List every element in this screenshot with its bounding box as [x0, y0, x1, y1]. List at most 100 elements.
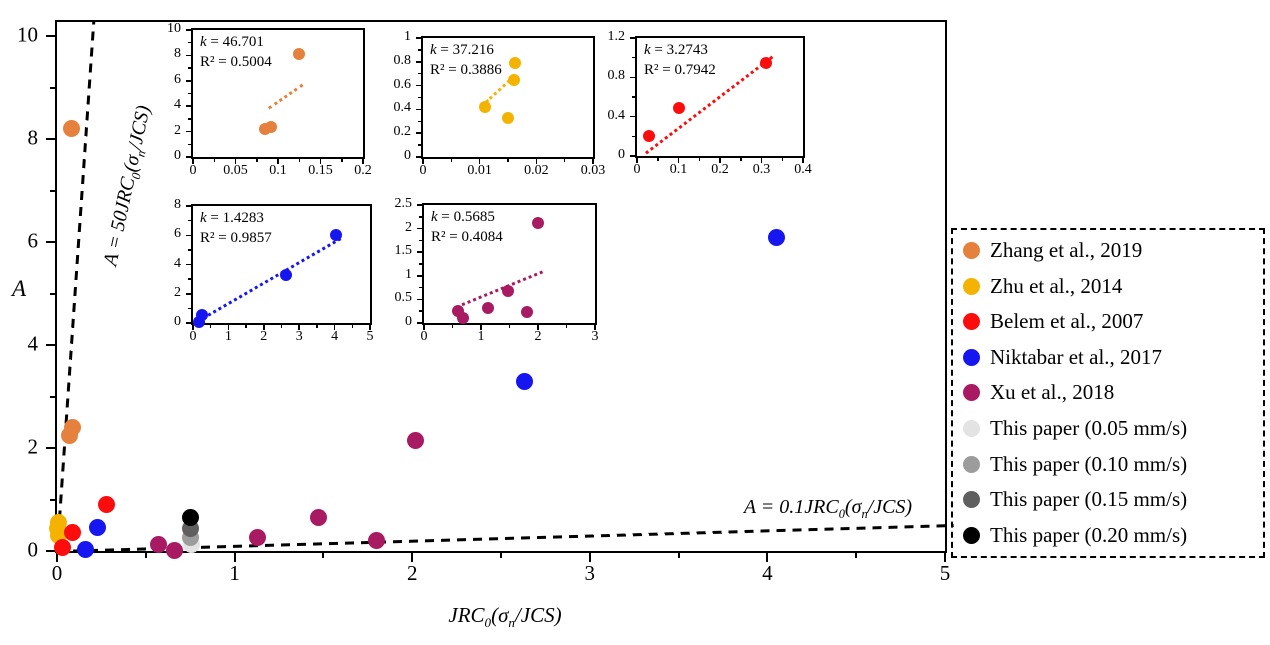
x-tick: [144, 553, 147, 558]
x-tick: [322, 553, 325, 558]
data-point: [642, 130, 655, 143]
k-label: k: [431, 209, 438, 225]
y-tick: [186, 205, 191, 207]
x-tick-label: 2: [260, 329, 268, 344]
y-tick-label: 2: [174, 122, 181, 138]
data-point: [279, 268, 292, 281]
r-squared-value: 0.5004: [230, 53, 272, 70]
inset-plot-belem: 0 0.1 0.2 0.3 0.4 0 0.4 0.8 1.2 k = 3.2743 R² = 0.…: [608, 29, 812, 177]
x-tick-label: 0: [420, 329, 428, 344]
y-tick: [186, 322, 191, 324]
x-tick: [565, 325, 568, 328]
data-point: [76, 541, 94, 559]
fit-annotation: k = 37.216 R² = 0.3886: [430, 41, 502, 80]
data-point: [53, 538, 71, 556]
main-plot: 0 1 2 3 4 5 0 2 4 6 8 10: [17, 20, 954, 585]
data-point: [481, 301, 494, 314]
data-point: [759, 56, 772, 69]
x-tick: [422, 159, 424, 164]
y-tick: [46, 241, 55, 243]
x-tick-label: 0.1: [269, 163, 287, 178]
r-squared-label: R²: [430, 61, 445, 78]
y-tick: [188, 249, 191, 251]
y-axis-title: A: [12, 276, 27, 301]
x-tick: [245, 325, 247, 328]
data-point: [89, 519, 107, 537]
trend-line: [267, 83, 304, 110]
y-tick-label: 0: [174, 314, 181, 330]
x-tick-label: 0.2: [354, 163, 372, 178]
legend-item: This paper (0.20 mm/s): [963, 523, 1263, 548]
x-tick: [213, 159, 215, 162]
x-tick: [592, 159, 594, 164]
y-tick: [418, 120, 421, 123]
fit-annotation: k = 1.4283 R² = 0.9857: [200, 209, 272, 248]
y-tick: [50, 395, 55, 398]
data-point: [265, 121, 278, 134]
x-tick: [192, 159, 194, 164]
y-tick-label: 8: [27, 125, 39, 150]
y-tick: [417, 322, 422, 324]
x-tick-label: 0.4: [794, 162, 812, 177]
x-tick-label: 0.2: [711, 162, 729, 177]
y-tick: [630, 76, 635, 79]
x-tick: [369, 325, 371, 330]
inset-plot-zhang: 0 0.05 0.1 0.15 0.2 0 2 4 6 8 10 k = 46.701 R² = 0.5…: [167, 21, 372, 178]
x-tick: [698, 158, 700, 161]
y-tick: [416, 84, 421, 87]
y-tick-label: 0.4: [393, 100, 412, 116]
data-point: [456, 312, 469, 325]
y-tick-label: 2: [405, 219, 412, 235]
y-tick: [630, 115, 635, 118]
r-squared-label: R²: [431, 228, 446, 245]
y-tick-label: 2: [27, 434, 39, 459]
x-tick: [719, 158, 721, 163]
legend-label: Zhu et al., 2014: [990, 273, 1123, 298]
legend-label: This paper (0.15 mm/s): [990, 487, 1188, 512]
y-tick: [188, 278, 191, 280]
y-tick: [186, 80, 191, 82]
y-tick: [418, 72, 421, 75]
x-tick: [636, 158, 638, 163]
x-tick: [563, 159, 566, 162]
y-tick: [417, 275, 422, 277]
k-value: 1.4283: [222, 210, 264, 226]
legend-marker-icon: [963, 384, 980, 402]
data-point: [501, 284, 514, 297]
x-tick: [781, 158, 783, 161]
x-tick: [298, 159, 300, 162]
k-value: 37.216: [452, 42, 494, 58]
y-tick: [416, 61, 421, 63]
x-tick: [802, 158, 804, 163]
x-tick: [594, 325, 596, 330]
y-tick-label: 8: [174, 197, 181, 213]
x-tick: [56, 553, 58, 562]
y-tick: [419, 239, 422, 242]
x-tick-label: 0.05: [223, 163, 248, 178]
x-tick-label: 2: [534, 329, 542, 344]
data-point: [672, 101, 685, 114]
data-point: [62, 120, 80, 138]
y-tick: [46, 447, 55, 449]
y-tick: [418, 96, 421, 99]
y-tick-label: 0: [404, 148, 411, 164]
y-tick: [419, 216, 422, 218]
y-tick-label: 0: [174, 148, 181, 164]
legend-item: Xu et al., 2018: [963, 380, 1263, 405]
equals-sign: =: [206, 210, 223, 226]
x-tick-label: 5: [939, 561, 951, 585]
legend-label: This paper (0.20 mm/s): [990, 522, 1188, 547]
data-point: [181, 509, 199, 527]
x-tick-label: 1: [224, 329, 232, 344]
x-tick-label: 0.15: [308, 163, 333, 178]
y-tick-label: 1: [404, 29, 411, 45]
y-tick: [632, 56, 635, 59]
y-tick-label: 8: [174, 46, 181, 62]
y-tick: [186, 263, 191, 266]
y-tick-label: 2.5: [394, 196, 413, 212]
fit-annotation: k = 0.5685 R² = 0.4084: [431, 208, 503, 247]
y-tick: [417, 227, 422, 230]
r-squared-value: 0.9857: [230, 229, 272, 246]
x-tick-label: 3: [584, 561, 596, 585]
